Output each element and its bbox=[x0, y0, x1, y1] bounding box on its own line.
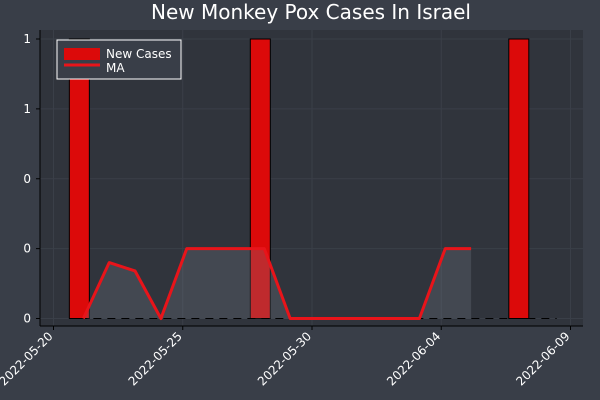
y-tick-label: 0 bbox=[23, 172, 31, 186]
x-ticks: 2022-05-20 2022-05-25 2022-05-30 2022-06-04… bbox=[0, 326, 573, 388]
legend: New Cases MA bbox=[56, 39, 182, 80]
y-tick-label: 1 bbox=[23, 32, 31, 46]
legend-label-new-cases: New Cases bbox=[106, 47, 172, 61]
y-ticks: 0 0 0 1 1 bbox=[23, 32, 40, 326]
ma-line bbox=[81, 247, 472, 320]
x-tick-label: 2022-06-09 bbox=[513, 329, 572, 388]
x-tick-label: 2022-06-04 bbox=[384, 329, 443, 388]
legend-swatch-new-cases bbox=[64, 48, 100, 60]
ma-line-group bbox=[81, 247, 472, 320]
y-tick-label: 0 bbox=[23, 242, 31, 256]
bar-new-cases bbox=[68, 38, 90, 319]
y-tick-label: 0 bbox=[23, 312, 31, 326]
chart-title: New Monkey Pox Cases In Israel bbox=[151, 0, 471, 24]
x-tick-label: 2022-05-25 bbox=[126, 329, 185, 388]
bar-new-cases bbox=[508, 38, 530, 319]
legend-label-ma: MA bbox=[106, 61, 125, 75]
y-tick-label: 1 bbox=[23, 102, 31, 116]
x-tick-label: 2022-05-30 bbox=[255, 329, 314, 388]
x-tick-label: 2022-05-20 bbox=[0, 329, 56, 388]
